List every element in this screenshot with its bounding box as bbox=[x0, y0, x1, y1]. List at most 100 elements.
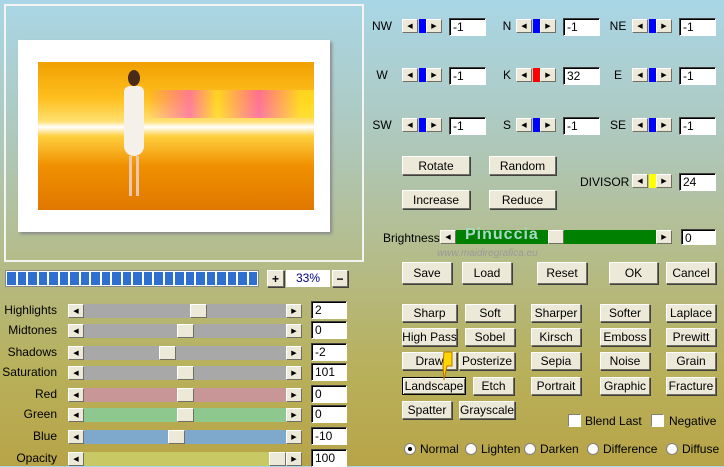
matrix-scrollbar-e[interactable]: ◀ ▶ bbox=[632, 68, 672, 82]
adjustment-slider-saturation[interactable]: ◀ ▶ bbox=[68, 366, 302, 380]
matrix-input-se[interactable]: -1 bbox=[679, 117, 716, 135]
scroll-left-icon[interactable]: ◀ bbox=[68, 304, 84, 318]
adjustment-input[interactable]: 0 bbox=[311, 405, 347, 423]
filter-button-posterize[interactable]: Posterize bbox=[459, 352, 515, 370]
filter-button-sharper[interactable]: Sharper bbox=[531, 304, 581, 322]
slider-thumb[interactable] bbox=[269, 452, 286, 466]
adjustment-input[interactable]: 2 bbox=[311, 301, 347, 319]
save-button[interactable]: Save bbox=[402, 262, 452, 284]
matrix-thumb[interactable] bbox=[419, 118, 426, 132]
matrix-thumb[interactable] bbox=[649, 118, 656, 132]
scroll-right-icon[interactable]: ▶ bbox=[286, 430, 302, 444]
adjustment-slider-blue[interactable]: ◀ ▶ bbox=[68, 430, 302, 444]
slider-thumb[interactable] bbox=[177, 366, 194, 380]
reduce-button[interactable]: Reduce bbox=[489, 190, 556, 209]
scroll-left-icon[interactable]: ◀ bbox=[516, 118, 532, 132]
matrix-scrollbar-se[interactable]: ◀ ▶ bbox=[632, 118, 672, 132]
scroll-left-icon[interactable]: ◀ bbox=[402, 68, 418, 82]
filter-button-softer[interactable]: Softer bbox=[600, 304, 650, 322]
adjustment-slider-red[interactable]: ◀ ▶ bbox=[68, 388, 302, 402]
divisor-scrollbar[interactable]: ◀ ▶ bbox=[632, 174, 672, 188]
matrix-thumb[interactable] bbox=[419, 19, 426, 33]
filter-button-landscape[interactable]: Landscape bbox=[402, 377, 466, 395]
matrix-thumb[interactable] bbox=[533, 68, 540, 82]
matrix-thumb[interactable] bbox=[649, 19, 656, 33]
scroll-left-icon[interactable]: ◀ bbox=[440, 230, 456, 244]
blend-last-checkbox[interactable] bbox=[568, 414, 581, 427]
slider-thumb[interactable] bbox=[167, 430, 185, 444]
scroll-left-icon[interactable]: ◀ bbox=[632, 174, 648, 188]
matrix-thumb[interactable] bbox=[649, 68, 656, 82]
matrix-scrollbar-w[interactable]: ◀ ▶ bbox=[402, 68, 442, 82]
scroll-right-icon[interactable]: ▶ bbox=[656, 19, 672, 33]
adjustment-input[interactable]: 0 bbox=[311, 321, 347, 339]
scroll-right-icon[interactable]: ▶ bbox=[656, 118, 672, 132]
matrix-input-nw[interactable]: -1 bbox=[449, 18, 486, 36]
filter-button-graphic[interactable]: Graphic bbox=[600, 377, 650, 395]
scroll-right-icon[interactable]: ▶ bbox=[426, 68, 442, 82]
brightness-slider[interactable]: ◀ ▶ bbox=[440, 230, 672, 244]
scroll-left-icon[interactable]: ◀ bbox=[632, 68, 648, 82]
filter-button-sepia[interactable]: Sepia bbox=[531, 352, 581, 370]
filter-button-grayscale[interactable]: Grayscale bbox=[459, 401, 515, 419]
slider-thumb[interactable] bbox=[177, 324, 194, 338]
scroll-left-icon[interactable]: ◀ bbox=[402, 118, 418, 132]
scroll-right-icon[interactable]: ▶ bbox=[286, 452, 302, 466]
filter-button-prewitt[interactable]: Prewitt bbox=[666, 328, 716, 346]
scroll-left-icon[interactable]: ◀ bbox=[516, 19, 532, 33]
cancel-button[interactable]: Cancel bbox=[666, 262, 716, 284]
load-button[interactable]: Load bbox=[462, 262, 512, 284]
matrix-thumb[interactable] bbox=[533, 118, 540, 132]
brightness-thumb[interactable] bbox=[548, 230, 564, 244]
filter-button-grain[interactable]: Grain bbox=[666, 352, 716, 370]
scroll-right-icon[interactable]: ▶ bbox=[286, 388, 302, 402]
filter-button-high-pass[interactable]: High Pass bbox=[402, 328, 457, 346]
scroll-right-icon[interactable]: ▶ bbox=[656, 68, 672, 82]
matrix-scrollbar-k[interactable]: ◀ ▶ bbox=[516, 68, 556, 82]
matrix-input-ne[interactable]: -1 bbox=[679, 18, 716, 36]
scroll-right-icon[interactable]: ▶ bbox=[286, 366, 302, 380]
matrix-thumb[interactable] bbox=[533, 19, 540, 33]
scroll-left-icon[interactable]: ◀ bbox=[68, 366, 84, 380]
mode-radio-difference[interactable] bbox=[587, 443, 599, 455]
scroll-left-icon[interactable]: ◀ bbox=[516, 68, 532, 82]
filter-button-laplace[interactable]: Laplace bbox=[666, 304, 716, 322]
filter-button-sharp[interactable]: Sharp bbox=[402, 304, 457, 322]
filter-button-spatter[interactable]: Spatter bbox=[402, 401, 452, 419]
scroll-right-icon[interactable]: ▶ bbox=[426, 19, 442, 33]
adjustment-input[interactable]: -10 bbox=[311, 427, 347, 445]
filter-button-emboss[interactable]: Emboss bbox=[600, 328, 650, 346]
filter-button-fracture[interactable]: Fracture bbox=[666, 377, 716, 395]
adjustment-input[interactable]: 100 bbox=[311, 449, 347, 467]
increase-button[interactable]: Increase bbox=[402, 190, 470, 209]
scroll-right-icon[interactable]: ▶ bbox=[286, 346, 302, 360]
scroll-left-icon[interactable]: ◀ bbox=[68, 452, 84, 466]
matrix-input-e[interactable]: -1 bbox=[679, 67, 716, 85]
adjustment-slider-midtones[interactable]: ◀ ▶ bbox=[68, 324, 302, 338]
scroll-right-icon[interactable]: ▶ bbox=[656, 174, 672, 188]
filter-button-sobel[interactable]: Sobel bbox=[465, 328, 515, 346]
slider-thumb[interactable] bbox=[177, 408, 194, 422]
divisor-input[interactable]: 24 bbox=[679, 173, 716, 191]
scroll-left-icon[interactable]: ◀ bbox=[68, 346, 84, 360]
slider-thumb[interactable] bbox=[158, 346, 176, 360]
scroll-left-icon[interactable]: ◀ bbox=[68, 388, 84, 402]
slider-thumb[interactable] bbox=[177, 388, 194, 402]
adjustment-input[interactable]: 0 bbox=[311, 385, 347, 403]
scroll-right-icon[interactable]: ▶ bbox=[540, 68, 556, 82]
ok-button[interactable]: OK bbox=[609, 262, 658, 284]
scroll-right-icon[interactable]: ▶ bbox=[540, 19, 556, 33]
adjustment-slider-green[interactable]: ◀ ▶ bbox=[68, 408, 302, 422]
filter-button-noise[interactable]: Noise bbox=[600, 352, 650, 370]
mode-radio-normal[interactable] bbox=[404, 443, 416, 455]
adjustment-input[interactable]: -2 bbox=[311, 343, 347, 361]
scroll-right-icon[interactable]: ▶ bbox=[286, 304, 302, 318]
adjustment-input[interactable]: 101 bbox=[311, 363, 347, 381]
matrix-thumb[interactable] bbox=[419, 68, 426, 82]
scroll-right-icon[interactable]: ▶ bbox=[286, 324, 302, 338]
matrix-scrollbar-n[interactable]: ◀ ▶ bbox=[516, 19, 556, 33]
rotate-button[interactable]: Rotate bbox=[402, 156, 470, 175]
adjustment-slider-shadows[interactable]: ◀ ▶ bbox=[68, 346, 302, 360]
zoom-out-button[interactable]: − bbox=[332, 270, 348, 287]
brightness-input[interactable]: 0 bbox=[681, 229, 716, 245]
